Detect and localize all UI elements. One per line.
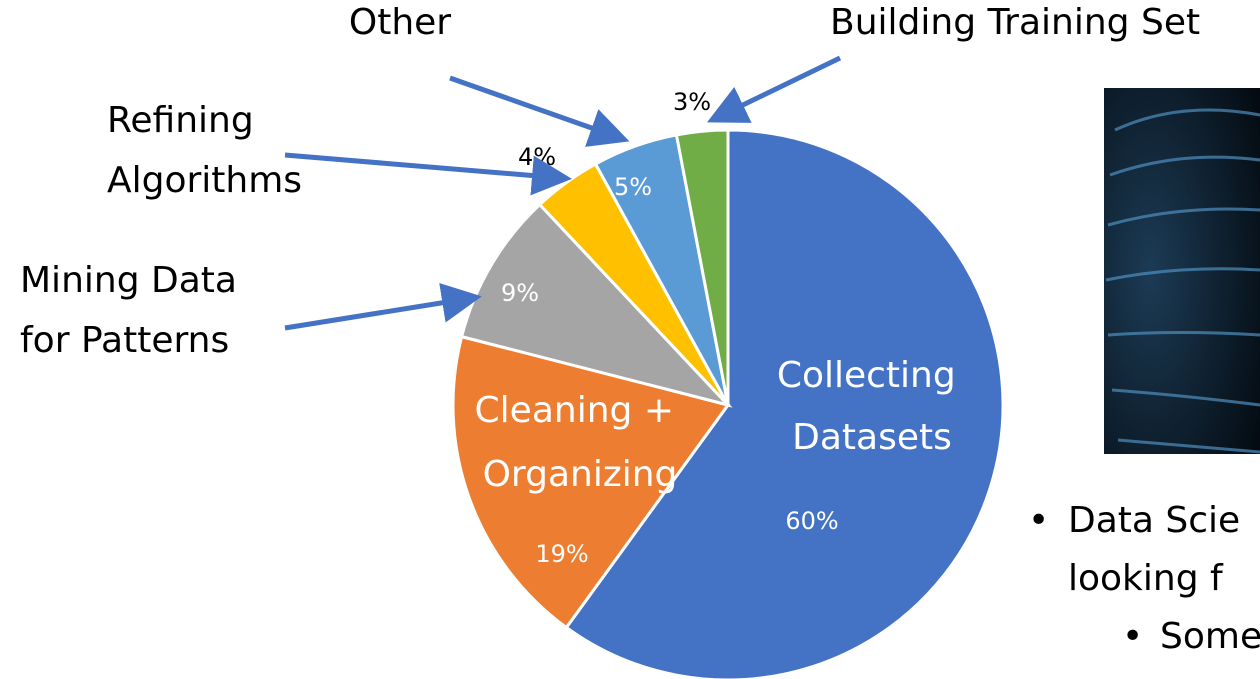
bullet-marker: • <box>1028 500 1049 541</box>
page: 60%19%9%4%5%3%Collecting DatasetsCleanin… <box>0 0 1260 679</box>
data-label: 60% <box>785 507 838 535</box>
arrow <box>450 78 620 138</box>
category-label: Mining Data for Patterns <box>20 260 248 361</box>
data-label: 5% <box>614 173 652 201</box>
arrow <box>285 298 472 328</box>
data-label: 9% <box>501 279 539 307</box>
category-label: Building Training Set <box>830 2 1200 43</box>
data-label: 3% <box>673 88 711 116</box>
binary-image <box>1104 88 1260 454</box>
data-label: 4% <box>518 143 556 171</box>
bullet: looking f <box>1068 558 1224 599</box>
data-label: 19% <box>535 540 588 568</box>
bullet: Data Scie <box>1068 500 1240 541</box>
arrow <box>716 58 840 118</box>
slide: 60%19%9%4%5%3%Collecting DatasetsCleanin… <box>0 0 1260 679</box>
bullet-marker: • <box>1122 616 1143 657</box>
category-label: Other <box>349 2 451 43</box>
sub-bullet: Some <box>1160 616 1260 657</box>
category-label: Refining Algorithms <box>107 100 302 201</box>
